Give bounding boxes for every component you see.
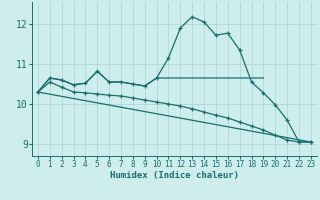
X-axis label: Humidex (Indice chaleur): Humidex (Indice chaleur) [110,171,239,180]
